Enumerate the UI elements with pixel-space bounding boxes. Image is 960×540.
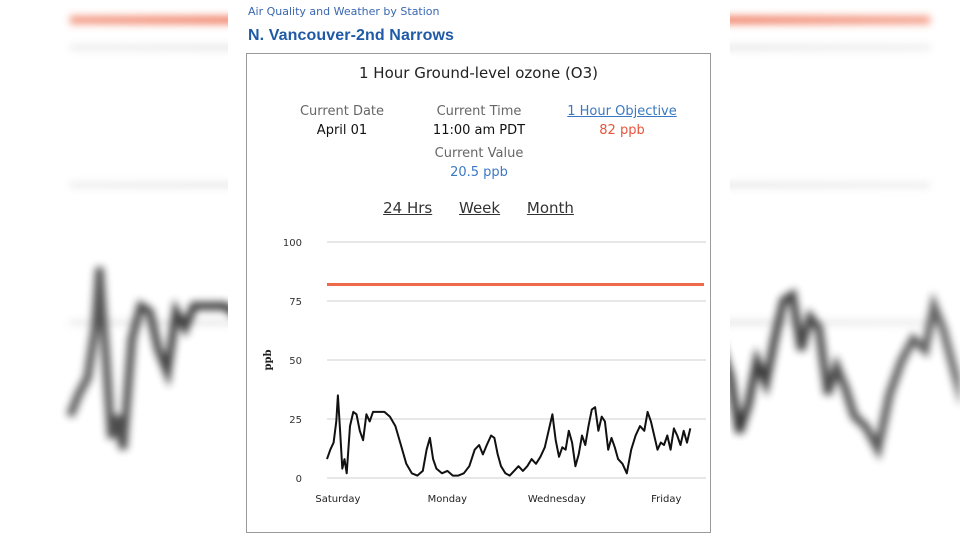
time-range-tabs: 24 Hrs Week Month — [247, 199, 710, 217]
y-tick-label-4: 100 — [283, 238, 302, 249]
ozone-series-line — [326, 394, 692, 477]
objective-value: 82 ppb — [599, 123, 645, 138]
breadcrumb[interactable]: Air Quality and Weather by Station — [248, 5, 440, 18]
tab-week[interactable]: Week — [459, 199, 501, 217]
current-time-block: Current Time 11:00 am PDT — [414, 102, 544, 140]
x-tick-label-3: Friday — [651, 494, 681, 505]
backdrop-fade-left — [0, 0, 228, 540]
y-tick-label-2: 50 — [289, 356, 302, 367]
station-title: N. Vancouver-2nd Narrows — [248, 27, 455, 44]
backdrop-fade-right — [730, 0, 960, 540]
current-time-label: Current Time — [436, 104, 522, 119]
current-time-value: 11:00 am PDT — [432, 123, 526, 138]
current-value-block: Current Value 20.5 ppb — [414, 144, 544, 182]
y-tick-label-1: 25 — [289, 415, 302, 426]
tab-month[interactable]: Month — [526, 199, 574, 217]
y-tick-label-0: 0 — [296, 474, 302, 485]
x-tick-label-1: Monday — [428, 494, 468, 505]
x-tick-label-0: Saturday — [315, 494, 360, 505]
y-axis-label: ppb — [263, 350, 274, 371]
current-value: 20.5 ppb — [450, 165, 508, 180]
x-tick-label-2: Wednesday — [528, 494, 586, 505]
station-panel: Air Quality and Weather by Station N. Va… — [228, 0, 730, 540]
current-date-label: Current Date — [299, 104, 385, 119]
current-value-label: Current Value — [434, 146, 524, 161]
chart-title: 1 Hour Ground-level ozone (O3) — [358, 64, 599, 82]
current-date-value: April 01 — [316, 123, 368, 138]
y-tick-label-3: 75 — [289, 297, 302, 308]
objective-block: 1 Hour Objective 82 ppb — [549, 102, 695, 140]
ozone-line-chart: 0 25 50 75 100 ppb Saturday Monday Wednesday Frid… — [263, 238, 706, 505]
objective-link[interactable]: 1 Hour Objective — [567, 104, 677, 119]
ozone-card: 1 Hour Ground-level ozone (O3) Current D… — [246, 53, 711, 533]
tab-24-hrs[interactable]: 24 Hrs — [383, 199, 433, 217]
current-date-block: Current Date April 01 — [277, 102, 407, 140]
